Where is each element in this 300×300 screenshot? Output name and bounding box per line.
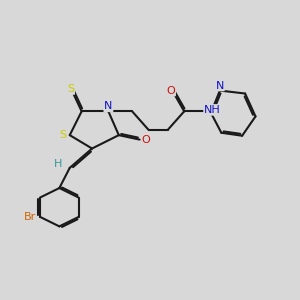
Text: O: O <box>167 85 175 96</box>
Text: S: S <box>67 84 74 94</box>
Text: O: O <box>142 135 151 145</box>
Text: S: S <box>60 130 67 140</box>
Text: Br: Br <box>23 212 36 222</box>
Text: NH: NH <box>204 105 221 115</box>
Text: N: N <box>216 80 224 91</box>
Text: H: H <box>54 159 63 169</box>
Text: N: N <box>104 101 112 111</box>
